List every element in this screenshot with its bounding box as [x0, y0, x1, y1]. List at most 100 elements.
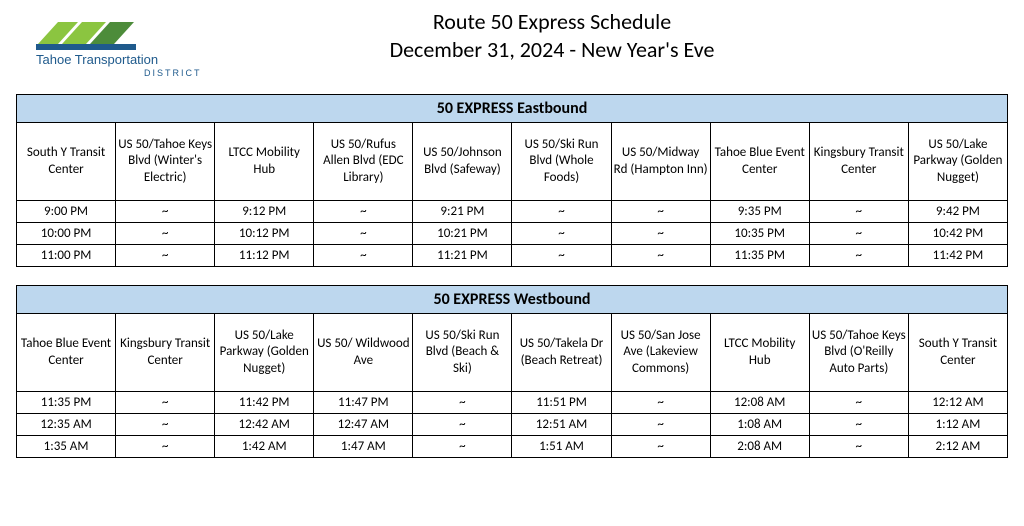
eastbound-time-cell: ~ — [512, 201, 611, 223]
eastbound-stop-header: South Y Transit Center — [17, 123, 116, 201]
tahoe-transportation-logo-icon: Tahoe Transportation DISTRICT — [16, 14, 206, 84]
westbound-title: 50 EXPRESS Westbound — [17, 286, 1008, 314]
eastbound-stop-header: Tahoe Blue Event Center — [710, 123, 809, 201]
westbound-time-cell: ~ — [116, 436, 215, 458]
eastbound-time-cell: 9:21 PM — [413, 201, 512, 223]
title-line1: Route 50 Express Schedule — [216, 8, 888, 36]
westbound-stop-header: Tahoe Blue Event Center — [17, 314, 116, 392]
westbound-stop-header: Kingsbury Transit Center — [116, 314, 215, 392]
eastbound-time-cell: 10:21 PM — [413, 223, 512, 245]
westbound-time-cell: 12:42 AM — [215, 414, 314, 436]
westbound-time-cell: ~ — [809, 436, 908, 458]
westbound-time-cell: ~ — [413, 436, 512, 458]
eastbound-time-cell: ~ — [116, 245, 215, 267]
westbound-time-cell: 2:08 AM — [710, 436, 809, 458]
eastbound-stops-row: South Y Transit CenterUS 50/Tahoe Keys B… — [17, 123, 1008, 201]
logo-text-line2: DISTRICT — [144, 68, 202, 78]
eastbound-stop-header: US 50/Tahoe Keys Blvd (Winter's Electric… — [116, 123, 215, 201]
eastbound-time-cell: ~ — [809, 245, 908, 267]
westbound-stop-header: US 50/ Wildwood Ave — [314, 314, 413, 392]
westbound-stop-header: US 50/Lake Parkway (Golden Nugget) — [215, 314, 314, 392]
westbound-time-cell: 12:12 AM — [908, 392, 1007, 414]
westbound-time-cell: 12:51 AM — [512, 414, 611, 436]
eastbound-time-cell: 9:12 PM — [215, 201, 314, 223]
eastbound-stop-header: US 50/Lake Parkway (Golden Nugget) — [908, 123, 1007, 201]
eastbound-time-cell: ~ — [116, 223, 215, 245]
westbound-stops-row: Tahoe Blue Event CenterKingsbury Transit… — [17, 314, 1008, 392]
eastbound-time-cell: 9:42 PM — [908, 201, 1007, 223]
westbound-time-cell: 1:35 AM — [17, 436, 116, 458]
eastbound-time-cell: ~ — [314, 245, 413, 267]
eastbound-time-cell: 10:42 PM — [908, 223, 1007, 245]
eastbound-time-cell: 10:12 PM — [215, 223, 314, 245]
westbound-time-cell: 11:42 PM — [215, 392, 314, 414]
westbound-time-cell: ~ — [116, 414, 215, 436]
eastbound-title: 50 EXPRESS Eastbound — [17, 95, 1008, 123]
westbound-time-cell: ~ — [116, 392, 215, 414]
eastbound-stop-header: Kingsbury Transit Center — [809, 123, 908, 201]
eastbound-time-row: 11:00 PM~11:12 PM~11:21 PM~~11:35 PM~11:… — [17, 245, 1008, 267]
eastbound-stop-header: US 50/Rufus Allen Blvd (EDC Library) — [314, 123, 413, 201]
eastbound-time-cell: ~ — [512, 223, 611, 245]
eastbound-time-cell: ~ — [116, 201, 215, 223]
westbound-time-cell: ~ — [809, 392, 908, 414]
westbound-time-cell: 12:47 AM — [314, 414, 413, 436]
eastbound-time-cell: ~ — [314, 223, 413, 245]
eastbound-time-cell: 11:42 PM — [908, 245, 1007, 267]
eastbound-time-cell: ~ — [611, 245, 710, 267]
eastbound-stop-header: LTCC Mobility Hub — [215, 123, 314, 201]
eastbound-time-cell: 11:21 PM — [413, 245, 512, 267]
page-title: Route 50 Express Schedule December 31, 2… — [216, 8, 1008, 63]
title-line2: December 31, 2024 - New Year's Eve — [216, 36, 888, 64]
eastbound-stop-header: US 50/Midway Rd (Hampton Inn) — [611, 123, 710, 201]
eastbound-time-cell: 10:00 PM — [17, 223, 116, 245]
eastbound-time-cell: 11:00 PM — [17, 245, 116, 267]
westbound-time-cell: ~ — [413, 414, 512, 436]
westbound-time-cell: ~ — [611, 436, 710, 458]
logo: Tahoe Transportation DISTRICT — [16, 8, 216, 84]
eastbound-stop-header: US 50/Johnson Blvd (Safeway) — [413, 123, 512, 201]
eastbound-time-cell: 11:12 PM — [215, 245, 314, 267]
westbound-time-cell: ~ — [611, 414, 710, 436]
eastbound-time-cell: ~ — [611, 223, 710, 245]
eastbound-time-cell: ~ — [809, 223, 908, 245]
westbound-stop-header: US 50/San Jose Ave (Lakeview Commons) — [611, 314, 710, 392]
westbound-time-row: 12:35 AM~12:42 AM12:47 AM~12:51 AM~1:08 … — [17, 414, 1008, 436]
westbound-time-cell: 11:51 PM — [512, 392, 611, 414]
westbound-time-cell: 1:42 AM — [215, 436, 314, 458]
eastbound-table: 50 EXPRESS Eastbound South Y Transit Cen… — [16, 94, 1008, 267]
eastbound-time-cell: 10:35 PM — [710, 223, 809, 245]
eastbound-time-cell: ~ — [809, 201, 908, 223]
westbound-time-cell: ~ — [413, 392, 512, 414]
eastbound-time-cell: 11:35 PM — [710, 245, 809, 267]
westbound-time-cell: 12:08 AM — [710, 392, 809, 414]
eastbound-time-cell: 9:35 PM — [710, 201, 809, 223]
westbound-time-row: 1:35 AM~1:42 AM1:47 AM~1:51 AM~2:08 AM~2… — [17, 436, 1008, 458]
westbound-time-cell: 2:12 AM — [908, 436, 1007, 458]
eastbound-time-cell: ~ — [512, 245, 611, 267]
westbound-time-cell: ~ — [611, 392, 710, 414]
westbound-stop-header: South Y Transit Center — [908, 314, 1007, 392]
westbound-stop-header: LTCC Mobility Hub — [710, 314, 809, 392]
eastbound-time-cell: ~ — [314, 201, 413, 223]
westbound-stop-header: US 50/Ski Run Blvd (Beach & Ski) — [413, 314, 512, 392]
eastbound-time-cell: ~ — [611, 201, 710, 223]
westbound-time-cell: 11:47 PM — [314, 392, 413, 414]
westbound-stop-header: US 50/Tahoe Keys Blvd (O'Reilly Auto Par… — [809, 314, 908, 392]
westbound-time-row: 11:35 PM~11:42 PM11:47 PM~11:51 PM~12:08… — [17, 392, 1008, 414]
westbound-time-cell: 1:51 AM — [512, 436, 611, 458]
eastbound-time-row: 9:00 PM~9:12 PM~9:21 PM~~9:35 PM~9:42 PM — [17, 201, 1008, 223]
eastbound-time-cell: 9:00 PM — [17, 201, 116, 223]
westbound-time-cell: 1:12 AM — [908, 414, 1007, 436]
westbound-stop-header: US 50/Takela Dr (Beach Retreat) — [512, 314, 611, 392]
logo-text-line1: Tahoe Transportation — [36, 52, 158, 67]
westbound-time-cell: 1:08 AM — [710, 414, 809, 436]
westbound-table: 50 EXPRESS Westbound Tahoe Blue Event Ce… — [16, 285, 1008, 458]
page-header: Tahoe Transportation DISTRICT Route 50 E… — [16, 8, 1008, 84]
eastbound-stop-header: US 50/Ski Run Blvd (Whole Foods) — [512, 123, 611, 201]
westbound-time-cell: 11:35 PM — [17, 392, 116, 414]
eastbound-time-row: 10:00 PM~10:12 PM~10:21 PM~~10:35 PM~10:… — [17, 223, 1008, 245]
westbound-time-cell: 1:47 AM — [314, 436, 413, 458]
westbound-time-cell: 12:35 AM — [17, 414, 116, 436]
westbound-time-cell: ~ — [809, 414, 908, 436]
